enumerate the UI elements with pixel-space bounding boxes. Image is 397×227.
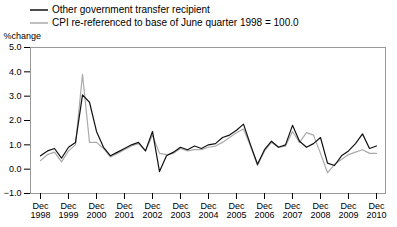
svg-text:−1.0: −1.0 bbox=[4, 188, 22, 198]
svg-text:Dec2002: Dec2002 bbox=[142, 201, 162, 220]
svg-text:4.0: 4.0 bbox=[9, 67, 22, 77]
svg-text:5.0: 5.0 bbox=[9, 42, 22, 52]
svg-text:Dec2000: Dec2000 bbox=[86, 201, 106, 220]
svg-text:Dec1999: Dec1999 bbox=[58, 201, 78, 220]
svg-text:3.0: 3.0 bbox=[9, 91, 22, 101]
svg-text:2.0: 2.0 bbox=[9, 115, 22, 125]
svg-text:Dec2010: Dec2010 bbox=[366, 201, 386, 220]
svg-text:1.0: 1.0 bbox=[9, 140, 22, 150]
svg-text:Dec1998: Dec1998 bbox=[30, 201, 50, 220]
html-text:CPI re-referenced to base of J: CPI re-referenced to base of June quarte… bbox=[52, 17, 299, 28]
svg-text:Dec2007: Dec2007 bbox=[282, 201, 302, 220]
html-text:Other government transfer reci: Other government transfer recipient bbox=[52, 4, 210, 15]
svg-text:Dec2005: Dec2005 bbox=[226, 201, 246, 220]
svg-text:Dec2009: Dec2009 bbox=[338, 201, 358, 220]
svg-text:%change: %change bbox=[4, 31, 42, 41]
svg-text:Dec2006: Dec2006 bbox=[254, 201, 274, 220]
svg-text:Dec2004: Dec2004 bbox=[198, 201, 218, 220]
svg-text:Dec2003: Dec2003 bbox=[170, 201, 190, 220]
svg-text:Dec2001: Dec2001 bbox=[114, 201, 134, 220]
svg-text:Dec2008: Dec2008 bbox=[310, 201, 330, 220]
svg-text:0.0: 0.0 bbox=[9, 164, 22, 174]
